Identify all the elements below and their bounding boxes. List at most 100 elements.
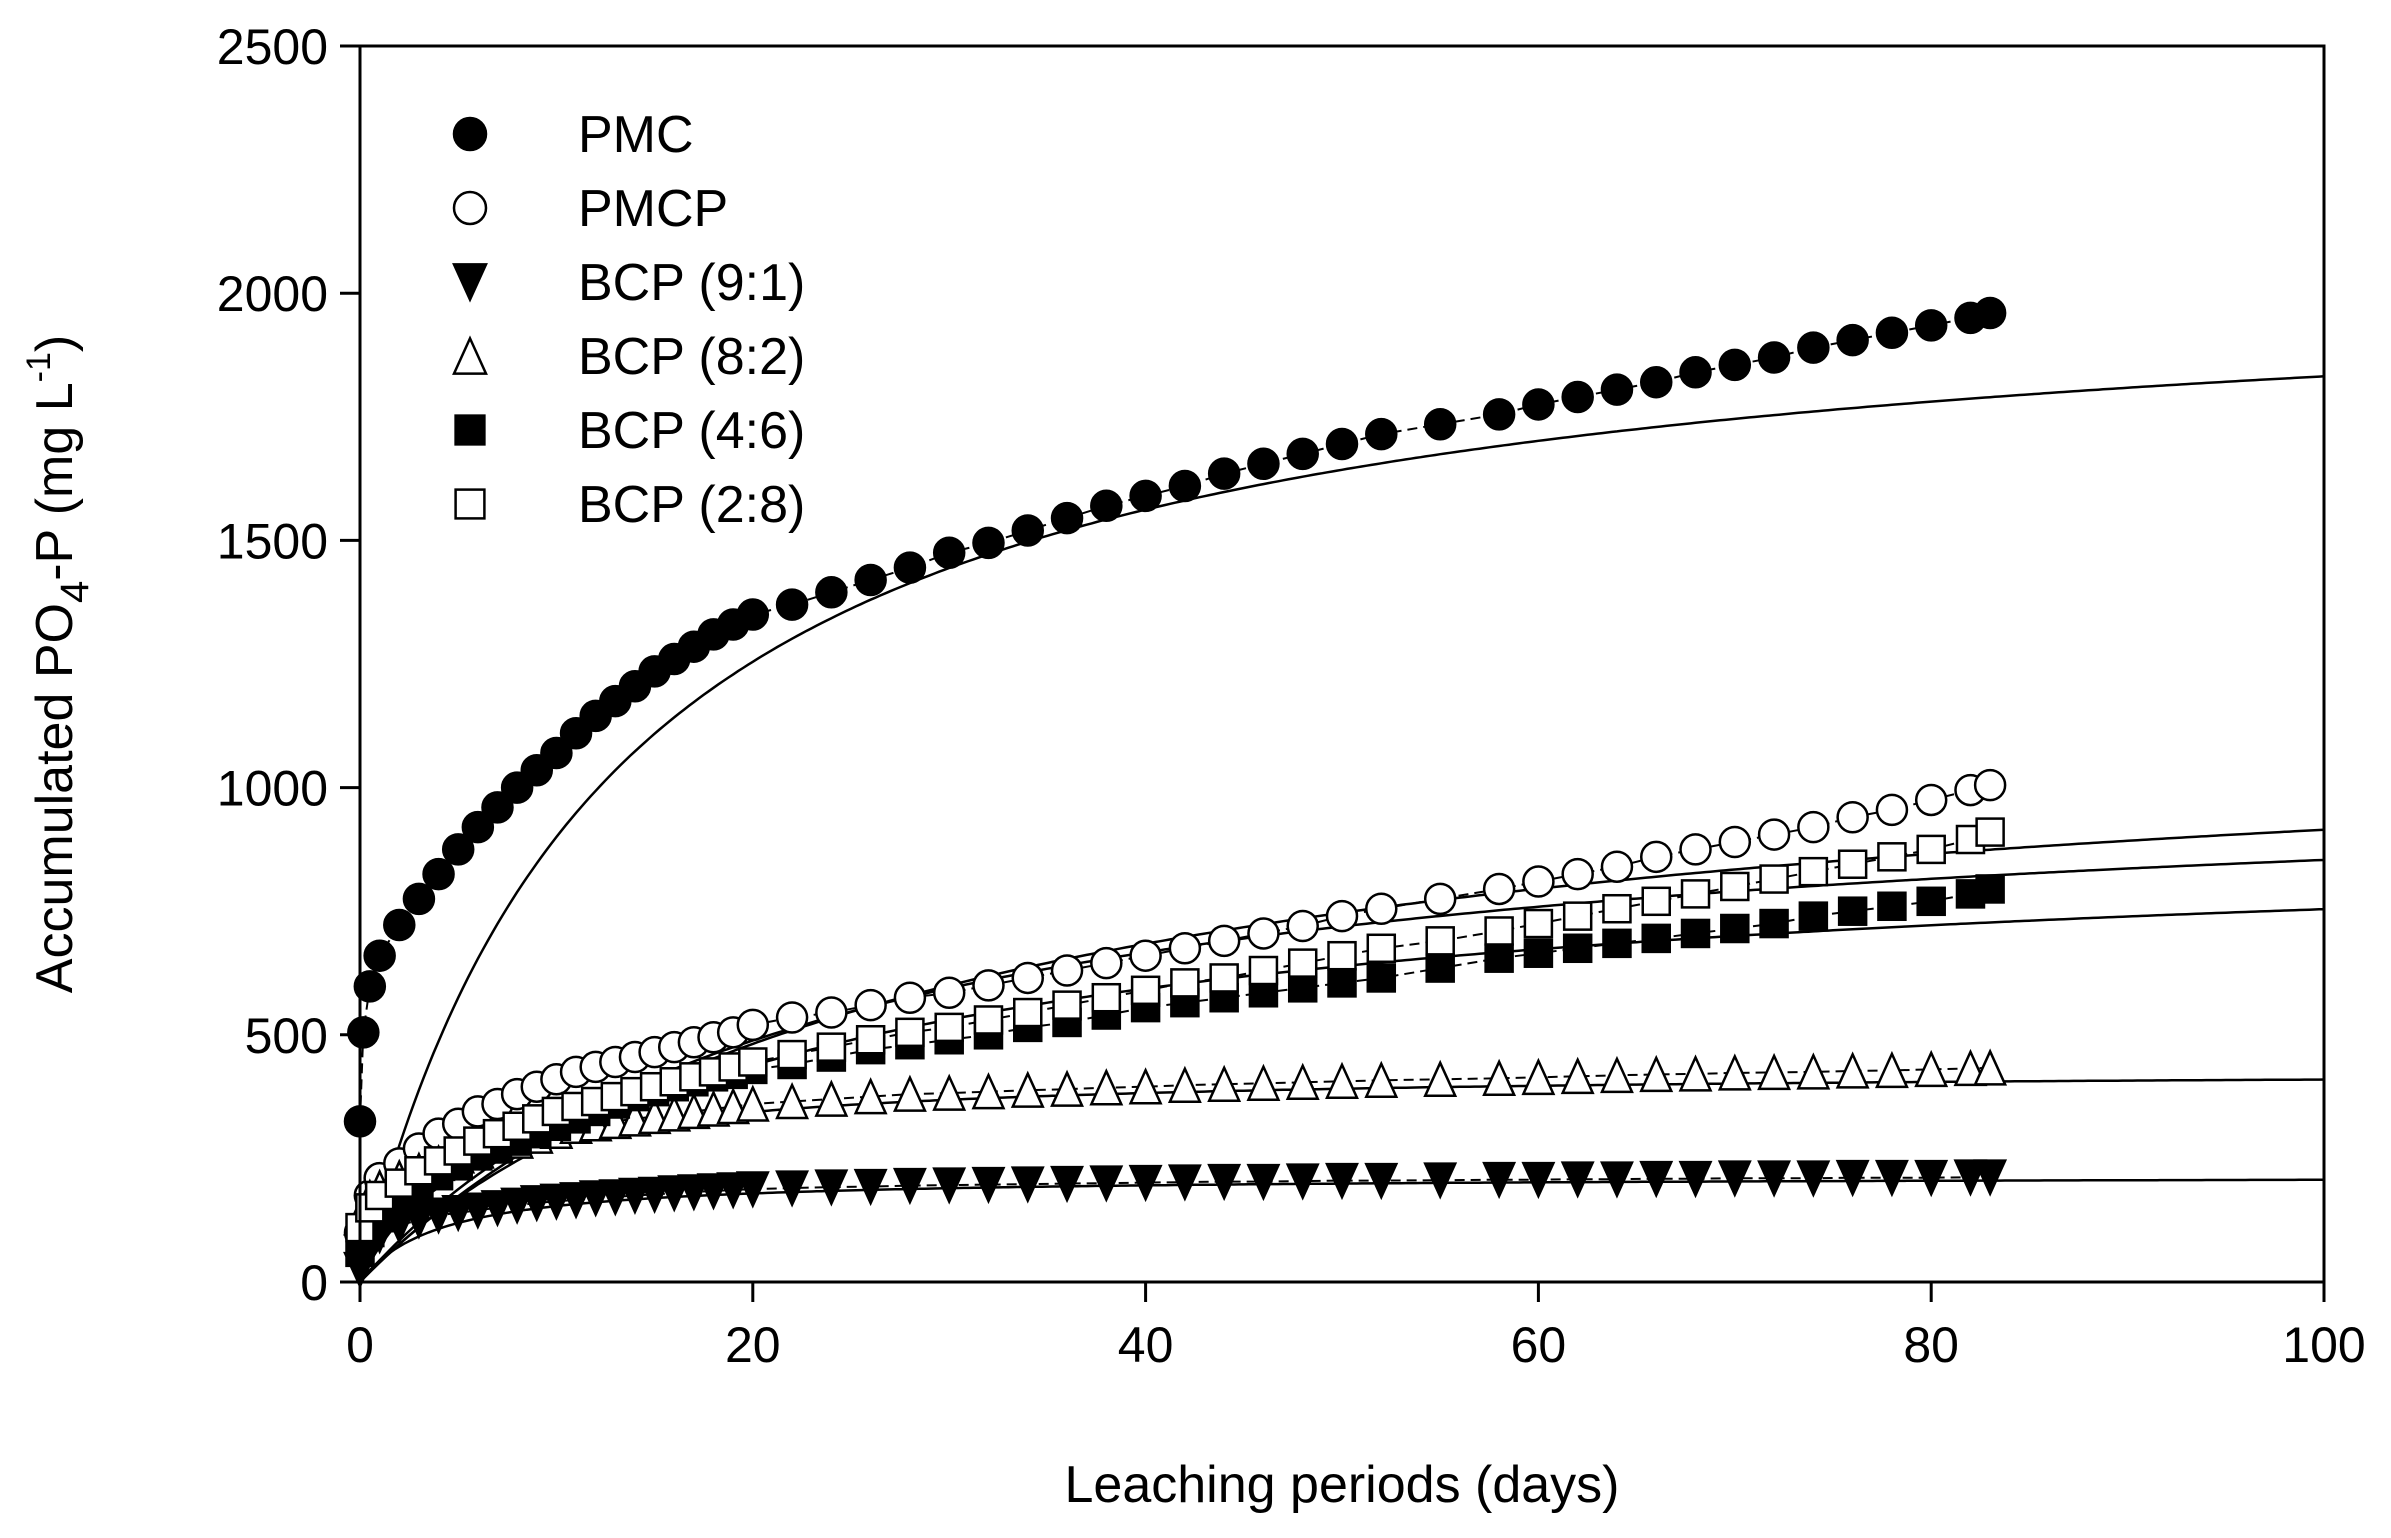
point-0-24 (815, 576, 848, 609)
point-4-49 (1877, 891, 1907, 922)
point-4-37 (1366, 963, 1397, 993)
point-2-48 (1835, 1159, 1870, 1198)
y-tick-label-3: 1500 (217, 513, 328, 569)
point-0-48 (1797, 331, 1830, 364)
y-tick-label-1: 500 (245, 1008, 328, 1064)
point-5-25 (895, 1017, 925, 1048)
point-2-37 (1364, 1162, 1399, 1201)
point-5-37 (1366, 933, 1397, 964)
y-axis-title-suffix: ) (26, 335, 84, 352)
point-5-39 (1484, 916, 1514, 946)
point-1-39 (1482, 872, 1516, 906)
point-0-8 (461, 810, 495, 844)
y-tick-label-2: 1000 (217, 761, 328, 817)
point-4-42 (1602, 928, 1632, 959)
point-5-32 (1170, 968, 1200, 998)
point-0-36 (1286, 437, 1319, 471)
point-2-6 (441, 1195, 476, 1233)
point-2-12 (559, 1182, 593, 1220)
legend-label-3: BCP (8:2) (578, 328, 805, 386)
y-tick-label-5: 2500 (217, 19, 328, 75)
point-1-32 (1168, 932, 1202, 965)
point-3-46 (1757, 1052, 1792, 1091)
point-1-46 (1757, 818, 1791, 851)
point-3-37 (1364, 1060, 1399, 1099)
point-3-31 (1128, 1067, 1163, 1105)
point-1-42 (1600, 850, 1634, 883)
point-2-33 (1207, 1163, 1242, 1202)
point-2-9 (500, 1187, 535, 1225)
point-0-30 (1050, 501, 1084, 535)
point-3-35 (1285, 1062, 1320, 1101)
point-1-40 (1522, 865, 1555, 898)
point-2-27 (971, 1166, 1006, 1205)
point-2-21 (735, 1171, 770, 1209)
point-2-35 (1285, 1163, 1320, 1201)
point-2-14 (598, 1179, 633, 1217)
point-1-25 (893, 981, 927, 1014)
point-3-45 (1717, 1053, 1752, 1091)
point-5-31 (1130, 975, 1161, 1006)
point-5-29 (1052, 990, 1082, 1020)
point-1-35 (1286, 909, 1319, 943)
point-1-52 (1973, 768, 2007, 802)
point-3-21 (735, 1084, 770, 1122)
legend-marker-0 (452, 116, 488, 152)
point-1-50 (1914, 783, 1948, 817)
point-5-33 (1209, 963, 1239, 993)
point-3-50 (1914, 1049, 1949, 1088)
point-1-24 (854, 988, 887, 1022)
x-tick-label-0: 0 (346, 1317, 374, 1373)
y-tick-label-0: 0 (300, 1255, 328, 1311)
x-tick-label-1: 20 (725, 1317, 781, 1373)
fit-curve-0 (358, 375, 2325, 1283)
point-2-47 (1796, 1160, 1831, 1198)
point-0-34 (1207, 457, 1241, 490)
series-5 (345, 817, 2005, 1243)
point-2-40 (1521, 1161, 1556, 1200)
point-2-26 (932, 1167, 967, 1205)
point-4-36 (1327, 968, 1357, 998)
point-2-32 (1167, 1164, 1202, 1202)
point-2-10 (519, 1185, 554, 1223)
point-1-36 (1325, 899, 1359, 933)
point-5-49 (1877, 842, 1907, 872)
point-3-42 (1600, 1055, 1634, 1094)
point-3-22 (775, 1082, 810, 1120)
point-4-43 (1641, 923, 1671, 954)
legend: PMC PMCP BCP (9:1) BCP (8:2) BCP (4:6) BCP (2… (452, 106, 805, 534)
point-1-29 (1050, 954, 1084, 987)
legend-marker-5 (454, 488, 486, 520)
point-0-51 (1914, 309, 1948, 342)
point-2-50 (1914, 1159, 1949, 1198)
x-tick-label-2: 40 (1118, 1317, 1174, 1373)
point-0-50 (1875, 316, 1909, 350)
point-0-29 (1011, 514, 1045, 547)
point-3-49 (1874, 1050, 1909, 1089)
point-3-26 (932, 1073, 967, 1111)
point-4-46 (1759, 908, 1789, 939)
point-2-44 (1678, 1160, 1713, 1199)
point-3-40 (1521, 1057, 1556, 1096)
point-4-45 (1720, 913, 1750, 944)
point-3-34 (1246, 1063, 1281, 1102)
y-tick-label-4: 2000 (217, 266, 328, 322)
point-3-44 (1678, 1054, 1713, 1092)
point-0-3 (363, 939, 396, 972)
point-4-50 (1916, 886, 1946, 917)
point-0-2 (353, 970, 387, 1003)
point-2-28 (1010, 1166, 1045, 1204)
point-1-26 (932, 976, 966, 1010)
point-4-39 (1484, 943, 1514, 973)
point-0-47 (1757, 341, 1791, 374)
point-3-39 (1482, 1058, 1517, 1097)
point-2-52 (1973, 1159, 2008, 1197)
point-2-41 (1560, 1161, 1595, 1199)
point-1-43 (1639, 840, 1673, 874)
point-5-41 (1562, 901, 1593, 931)
point-2-7 (460, 1192, 495, 1230)
point-2-39 (1482, 1161, 1517, 1200)
legend-label-5: BCP (2:8) (578, 476, 805, 534)
point-3-24 (853, 1077, 888, 1115)
